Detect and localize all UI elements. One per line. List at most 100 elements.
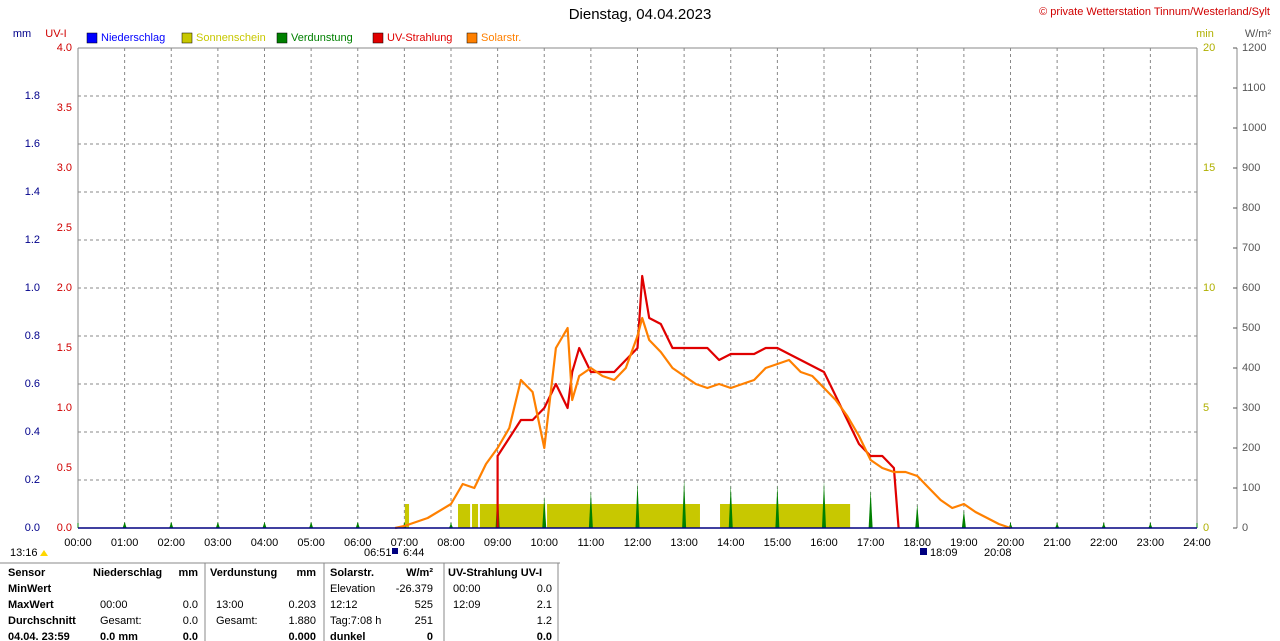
table-cell: -26.379 (396, 583, 433, 595)
series-line (496, 274, 900, 529)
x-tick-label: 22:00 (1090, 537, 1118, 549)
evaporation-spike (728, 484, 733, 528)
evaporation-spike (1101, 523, 1106, 528)
table-cell: mm (178, 567, 198, 579)
legend-swatch (181, 32, 193, 44)
y-tick-label: 0.0 (57, 522, 72, 534)
table-cell: 12:09 (453, 599, 481, 611)
evaporation-spike (635, 482, 640, 528)
series-line (394, 316, 1011, 530)
table-cell: Sensor (8, 567, 46, 579)
evaporation-spike (122, 522, 127, 528)
table-cell: dunkel (330, 631, 365, 641)
y-tick-label: 2.5 (57, 222, 72, 234)
legend-label: UV-Strahlung (387, 32, 452, 44)
y-tick-label: 1200 (1242, 42, 1266, 54)
sunrise-icon (392, 548, 398, 554)
y-tick-label: 800 (1242, 202, 1260, 214)
axis-title-wm2: W/m² (1245, 28, 1272, 40)
evaporation-spike (355, 522, 360, 528)
table-cell: 0.0 (183, 631, 198, 641)
y-tick-label: 600 (1242, 282, 1260, 294)
y-tick-label: 700 (1242, 242, 1260, 254)
chart-title: Dienstag, 04.04.2023 (569, 6, 712, 23)
y-tick-label: 0.0 (25, 522, 40, 534)
table-cell: 0.203 (288, 599, 316, 611)
evaporation-spike (822, 481, 826, 528)
y-tick-label: 20 (1203, 42, 1215, 54)
sunshine-bar (471, 504, 479, 528)
table-cell: MinWert (8, 583, 52, 595)
x-tick-label: 16:00 (810, 537, 838, 549)
table-cell: Niederschlag (93, 567, 162, 579)
x-tick-label: 00:00 (64, 537, 92, 549)
axis-title-min: min (1196, 28, 1214, 40)
sunshine-bar (457, 504, 471, 528)
table-cell: Elevation (330, 583, 375, 595)
evaporation-spike (449, 523, 453, 528)
grid (77, 47, 1237, 529)
axis-title-mm: mm (13, 28, 31, 40)
x-tick-label: 18:00 (903, 537, 931, 549)
table-cell: mm (296, 567, 316, 579)
legend-label: Solarstr. (481, 32, 521, 44)
x-tick-label: 14:00 (717, 537, 745, 549)
y-tick-label: 3.0 (57, 162, 72, 174)
x-tick-label: 01:00 (111, 537, 139, 549)
legend-swatch (372, 32, 384, 44)
evaporation-spike (961, 510, 966, 528)
table-cell: Verdunstung (210, 567, 277, 579)
table-cell: MaxWert (8, 599, 54, 611)
table-cell: 0.000 (288, 631, 316, 641)
table-cell: 12:12 (330, 599, 358, 611)
evaporation-spike (169, 522, 174, 528)
marks (122, 274, 1153, 530)
sunshine-bar (547, 504, 700, 528)
sunshine-bar (404, 504, 410, 528)
table-cell: 525 (415, 599, 433, 611)
x-tick-label: 24:00 (1183, 537, 1211, 549)
y-tick-label: 15 (1203, 162, 1215, 174)
table-cell: 0.0 (183, 599, 198, 611)
legend-swatch (466, 32, 478, 44)
x-tick-label: 15:00 (764, 537, 792, 549)
evaporation-spike (915, 504, 920, 528)
y-tick-label: 500 (1242, 322, 1260, 334)
y-tick-label: 300 (1242, 402, 1260, 414)
sun-icon (40, 550, 48, 556)
y-tick-label: 0 (1242, 522, 1248, 534)
evaporation-spike (588, 491, 593, 528)
axis-title-uv: UV-I (45, 28, 66, 40)
x-tick-label: 20:00 (997, 537, 1025, 549)
annotation: 06:51 (364, 547, 392, 559)
table-cell: Solarstr. (330, 567, 374, 579)
summary-table: Sensor Niederschlag mm Verdunstung mm Solarst… (8, 567, 552, 641)
table-cell: 13:00 (216, 599, 244, 611)
y-tick-label: 1.8 (25, 90, 40, 102)
legend-label: Sonnenschein (196, 32, 266, 44)
annotation: 6:44 (403, 547, 424, 559)
evaporation-spike (1148, 523, 1153, 528)
x-tick-label: 09:00 (484, 537, 512, 549)
table-cell: 0.0 mm (100, 631, 138, 641)
x-tick-label: 12:00 (624, 537, 652, 549)
x-tick-label: 02:00 (157, 537, 185, 549)
legend-label: Verdunstung (291, 32, 353, 44)
x-tick-label: 04:00 (251, 537, 279, 549)
x-tick-label: 06:00 (344, 537, 372, 549)
annotation: 18:09 (930, 547, 958, 559)
y-tick-label: 1.6 (25, 138, 40, 150)
y-tick-label: 200 (1242, 442, 1260, 454)
table-cell: Gesamt: (216, 615, 258, 627)
y-tick-label: 0.6 (25, 378, 40, 390)
y-tick-label: 0.4 (25, 426, 40, 438)
y-tick-label: 900 (1242, 162, 1260, 174)
y-tick-label: 10 (1203, 282, 1215, 294)
y-tick-label: 100 (1242, 482, 1260, 494)
x-tick-label: 11:00 (578, 537, 605, 549)
table-cell: 0.0 (537, 631, 552, 641)
table-cell: W/m² (406, 567, 433, 579)
y-tick-label: 1.0 (57, 402, 72, 414)
